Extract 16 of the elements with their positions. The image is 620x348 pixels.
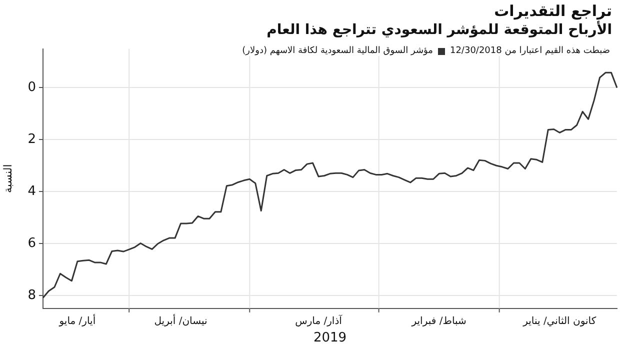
x-tick-label: آذار/ مارس — [295, 314, 344, 327]
chart-subtitle: الأرباح المتوقعة للمؤشر السعودي تتراجع هذا العام — [266, 22, 612, 38]
x-tick-label: كانون الثاني/ يناير — [522, 316, 596, 327]
x-tick-label: نيسان/ أبريل — [154, 314, 208, 327]
x-tick-label: أيار/ مايو — [58, 314, 96, 327]
legend-label: مؤشر السوق المالية السعودية لكافة الاسهم (دولار) — [242, 46, 433, 56]
x-tick-label: شباط/ فبراير — [410, 316, 466, 327]
x-axis-title: 2019 — [313, 330, 347, 346]
y-axis-title: النسبة — [1, 164, 14, 193]
y-tick-label: 0 — [28, 80, 36, 96]
y-tick-label: 4 — [28, 184, 36, 199]
chart-title: تراجع التقديرات — [494, 2, 612, 20]
y-tick-label: 8 — [28, 288, 36, 303]
legend-title: ضبطت هذه القيم اعتبارا من 12/30/2018 — [450, 46, 610, 56]
y-tick-label: 2 — [28, 132, 36, 148]
y-tick-label: 6 — [28, 236, 36, 251]
